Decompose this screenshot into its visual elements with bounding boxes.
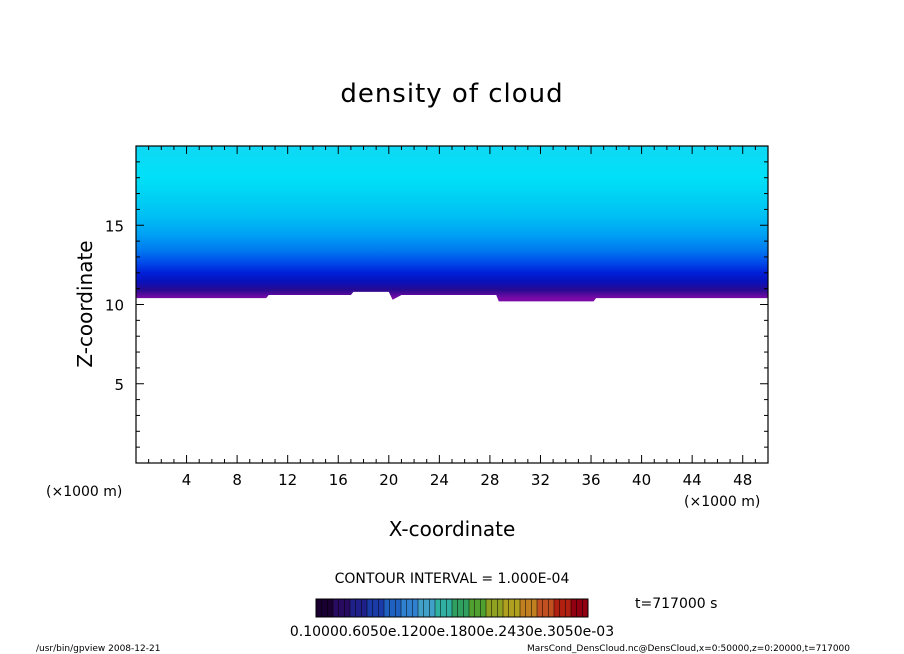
colorbar-swatch: [554, 599, 561, 617]
colorbar-swatch: [344, 599, 351, 617]
contour-interval-label: CONTOUR INTERVAL = 1.000E-04: [335, 571, 570, 587]
colorbar-tick-labels: 0.10000.6050e.1200e.1800e.2430e.3050e-03: [290, 624, 614, 640]
colorbar-swatch: [384, 599, 391, 617]
colorbar-swatch: [378, 599, 385, 617]
time-label: t=717000 s: [635, 596, 717, 612]
y-tick-label: 10: [105, 297, 124, 315]
x-tick-label: 8: [232, 471, 242, 489]
x-tick-label: 4: [182, 471, 192, 489]
colorbar-swatch: [497, 599, 504, 617]
colorbar-swatch: [559, 599, 566, 617]
x-unit-right: (×1000 m): [684, 494, 760, 510]
colorbar-swatch: [452, 599, 459, 617]
x-tick-label: 44: [683, 471, 702, 489]
x-unit-left: (×1000 m): [46, 484, 122, 500]
colorbar-swatch: [372, 599, 379, 617]
x-tick-label: 24: [430, 471, 449, 489]
colorbar-swatch: [418, 599, 425, 617]
colorbar-swatch: [446, 599, 453, 617]
y-axis-label: Z-coordinate: [73, 240, 97, 367]
colorbar-swatch: [469, 599, 476, 617]
colorbar-swatch: [508, 599, 515, 617]
colorbar: [315, 599, 589, 617]
colorbar-swatch: [576, 599, 583, 617]
colorbar-swatch: [440, 599, 447, 617]
colorbar-swatch: [321, 599, 328, 617]
colorbar-swatch: [361, 599, 368, 617]
colorbar-swatch: [491, 599, 498, 617]
plot-area: [136, 146, 768, 302]
y-tick-label: 15: [105, 217, 124, 235]
colorbar-swatch: [435, 599, 442, 617]
colorbar-swatch: [542, 599, 549, 617]
colorbar-swatch: [582, 599, 589, 617]
colorbar-swatch: [367, 599, 374, 617]
colorbar-swatch: [316, 599, 323, 617]
x-tick-label: 16: [329, 471, 348, 489]
chart-title: density of cloud: [340, 79, 563, 109]
colorbar-swatch: [338, 599, 345, 617]
colorbar-swatch: [525, 599, 532, 617]
colorbar-swatch: [463, 599, 470, 617]
x-tick-label: 40: [632, 471, 651, 489]
x-tick-label: 28: [480, 471, 499, 489]
y-axis-ticks: 5 10 15: [105, 145, 768, 464]
colorbar-swatch: [503, 599, 510, 617]
colorbar-swatch: [406, 599, 413, 617]
footer-command: /usr/bin/gpview 2008-12-21: [36, 644, 160, 654]
colorbar-swatch: [389, 599, 396, 617]
x-axis-ticks: 4 8 12 16 20 24 28 32 36 40 44 48: [135, 146, 769, 489]
x-tick-label: 36: [581, 471, 600, 489]
colorbar-swatch: [423, 599, 430, 617]
footer-source: MarsCond_DensCloud.nc@DensCloud,x=0:5000…: [527, 644, 850, 654]
colorbar-swatch: [565, 599, 572, 617]
y-tick-label: 5: [114, 376, 124, 394]
colorbar-frame: [315, 598, 589, 618]
colorbar-swatch: [531, 599, 538, 617]
colorbar-swatch: [537, 599, 544, 617]
x-tick-label: 12: [278, 471, 297, 489]
colorbar-swatch: [457, 599, 464, 617]
colorbar-swatch: [429, 599, 436, 617]
cloud-density-field: [136, 146, 768, 302]
colorbar-swatch: [474, 599, 481, 617]
x-axis-label: X-coordinate: [389, 517, 516, 541]
colorbar-swatch: [571, 599, 578, 617]
colorbar-swatch: [514, 599, 521, 617]
colorbar-swatch: [520, 599, 527, 617]
colorbar-swatch: [480, 599, 487, 617]
colorbar-swatch: [548, 599, 555, 617]
colorbar-swatch: [412, 599, 419, 617]
x-tick-label: 20: [379, 471, 398, 489]
colorbar-swatch: [355, 599, 362, 617]
colorbar-swatch: [333, 599, 340, 617]
colorbar-swatch: [395, 599, 402, 617]
colorbar-swatch: [486, 599, 493, 617]
x-tick-label: 32: [531, 471, 550, 489]
colorbar-swatch: [350, 599, 357, 617]
colorbar-swatch: [327, 599, 334, 617]
x-tick-label: 48: [733, 471, 752, 489]
colorbar-swatch: [401, 599, 408, 617]
